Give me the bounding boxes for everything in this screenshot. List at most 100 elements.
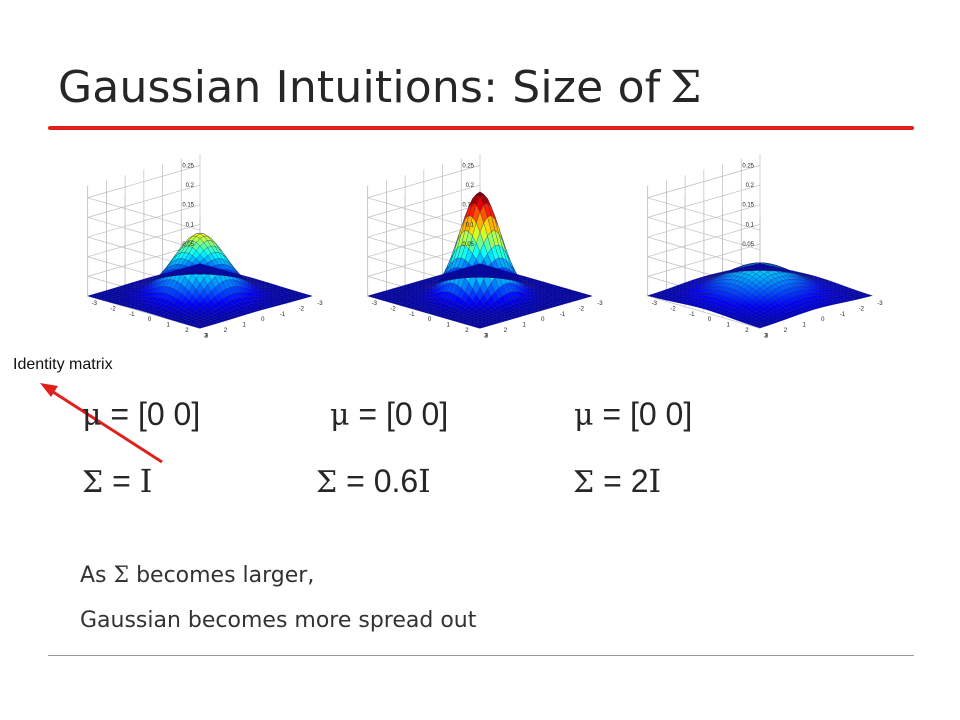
bottom-divider <box>48 655 914 656</box>
x-tick-label: 0 <box>261 317 265 323</box>
x-tick-label: 3 <box>765 333 769 339</box>
x-tick-label: -3 <box>317 301 323 307</box>
note-line-1: As Σ becomes larger, <box>80 563 314 588</box>
gaussian-surface <box>647 262 873 329</box>
mu-label-2: μ = [0 0] <box>330 396 448 433</box>
y-tick-label: 1 <box>447 323 451 329</box>
sigma-equals: = <box>594 463 631 499</box>
sigma-label-2: Σ = 0.6I <box>316 462 431 500</box>
grid-line <box>366 184 481 251</box>
sigma-symbol: Σ <box>316 465 338 500</box>
x-tick-label: 0 <box>541 317 545 323</box>
surface-patch <box>756 263 764 266</box>
y-tick-label: 0 <box>708 317 712 323</box>
mu-symbol: μ <box>330 398 350 433</box>
sigma-symbol: Σ <box>670 62 702 113</box>
note-prefix: As <box>80 563 114 588</box>
z-tick-label: 0.2 <box>186 183 195 189</box>
z-tick-label: 0.1 <box>186 222 195 228</box>
y-tick-label: 2 <box>185 328 189 334</box>
sigma-coefficient: 0.6 <box>373 463 419 499</box>
x-tick-label: 1 <box>802 323 806 329</box>
note-line-2: Gaussian becomes more spread out <box>80 608 477 633</box>
grid-line <box>86 165 201 231</box>
sigma-label-1: Σ = I <box>82 462 152 500</box>
x-tick-label: 0 <box>821 317 825 323</box>
z-tick-label: 0.2 <box>746 183 755 189</box>
identity-symbol: I <box>418 462 431 500</box>
y-tick-label: -2 <box>110 306 116 312</box>
z-tick-label: 0.2 <box>466 183 475 189</box>
y-tick-label: 1 <box>167 323 171 329</box>
z-tick-label: 0.15 <box>462 203 474 209</box>
sigma-coefficient: 2 <box>630 463 649 499</box>
gaussian-surface <box>87 233 313 329</box>
grid-line <box>86 184 201 251</box>
mu-value: = [0 0] <box>593 396 693 432</box>
gaussian-surface <box>367 191 593 329</box>
x-tick-label: -1 <box>280 312 286 318</box>
y-tick-label: -1 <box>689 312 695 318</box>
grid-line <box>646 184 761 251</box>
z-tick-label: 0.05 <box>742 242 754 248</box>
y-tick-label: 1 <box>727 323 731 329</box>
y-tick-label: -3 <box>372 301 378 307</box>
y-tick-label: -1 <box>409 312 415 318</box>
identity-symbol: I <box>648 462 662 500</box>
x-tick-label: -3 <box>597 301 603 307</box>
gaussian-surface-plot-3: 0.25 0.2 0.15 0.1 0.05 3 3 2 2 1 1 0 0 -1 -1 -2 -2 -3 -3 <box>620 140 890 360</box>
y-tick-label: -3 <box>92 301 98 307</box>
grid-line <box>86 204 201 270</box>
title-underline <box>48 126 914 130</box>
y-tick-label: 3 <box>204 333 208 339</box>
x-tick-label: 3 <box>205 333 209 339</box>
y-tick-label: -1 <box>129 312 135 318</box>
sigma-equals: = <box>103 463 140 499</box>
mu-label-1: μ = [0 0] <box>82 396 200 433</box>
note-suffix: becomes larger, <box>129 563 315 588</box>
z-tick-label: 0.15 <box>742 203 754 209</box>
mu-value: = [0 0] <box>349 396 449 432</box>
sigma-label-3: Σ = 2I <box>573 462 661 500</box>
y-tick-label: 0 <box>148 317 152 323</box>
x-tick-label: 2 <box>224 328 228 334</box>
gaussian-surface-plot-1: 0.25 0.2 0.15 0.1 0.05 3 3 2 2 1 1 0 0 -1 -1 -2 -2 -3 -3 <box>60 140 330 360</box>
y-tick-label: 2 <box>745 328 749 334</box>
sigma-symbol: Σ <box>82 465 104 500</box>
z-tick-label: 0.1 <box>466 222 475 228</box>
y-tick-label: 0 <box>428 317 432 323</box>
sigma-symbol: Σ <box>113 563 130 588</box>
x-tick-label: 2 <box>784 328 788 334</box>
identity-matrix-annotation: Identity matrix <box>13 356 113 373</box>
z-tick-label: 0.25 <box>462 163 474 169</box>
z-tick-label: 0.1 <box>746 222 755 228</box>
x-tick-label: -1 <box>840 312 846 318</box>
mu-label-3: μ = [0 0] <box>574 396 692 433</box>
arrow-head <box>40 383 58 397</box>
y-tick-label: 3 <box>764 333 768 339</box>
z-tick-label: 0.15 <box>182 203 194 209</box>
x-tick-label: 3 <box>485 333 489 339</box>
surface-patch <box>475 263 485 266</box>
slide-title: Gaussian Intuitions: Size of Σ <box>58 62 702 113</box>
x-tick-label: -3 <box>877 301 883 307</box>
x-tick-label: -1 <box>560 312 566 318</box>
x-tick-label: 1 <box>242 323 246 329</box>
mu-symbol: μ <box>574 398 594 433</box>
y-tick-label: -2 <box>390 306 396 312</box>
y-tick-label: -2 <box>670 306 676 312</box>
grid-line <box>366 204 481 270</box>
z-tick-label: 0.05 <box>182 242 194 248</box>
slide-title-text: Gaussian Intuitions: Size of <box>58 62 661 113</box>
x-tick-label: -2 <box>579 306 585 312</box>
y-tick-label: -3 <box>652 301 658 307</box>
y-tick-label: 3 <box>484 333 488 339</box>
grid-line <box>646 204 761 270</box>
x-tick-label: -2 <box>859 306 865 312</box>
grid-line <box>366 165 481 231</box>
surface-patch <box>195 263 205 266</box>
y-tick-label: 2 <box>465 328 469 334</box>
